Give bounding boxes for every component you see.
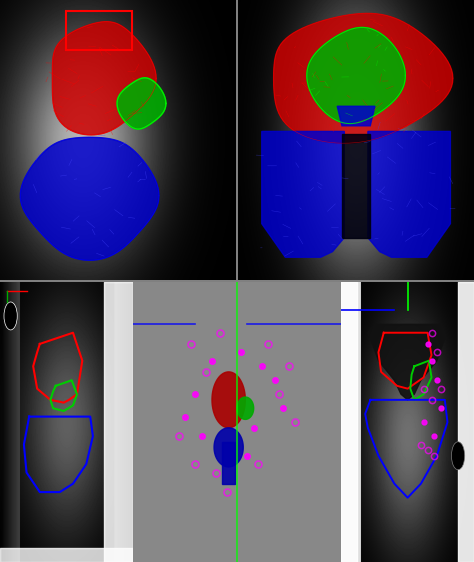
- Polygon shape: [273, 13, 453, 143]
- Circle shape: [4, 302, 17, 330]
- Bar: [66, 11, 132, 51]
- Polygon shape: [368, 132, 450, 257]
- Polygon shape: [342, 134, 370, 238]
- Circle shape: [451, 442, 465, 470]
- Polygon shape: [368, 324, 445, 400]
- Polygon shape: [20, 137, 159, 260]
- Polygon shape: [117, 78, 166, 129]
- Polygon shape: [212, 372, 246, 428]
- Polygon shape: [262, 132, 344, 257]
- Polygon shape: [237, 397, 254, 419]
- Polygon shape: [52, 22, 156, 135]
- Polygon shape: [307, 28, 405, 124]
- Polygon shape: [337, 106, 375, 126]
- Polygon shape: [214, 428, 243, 467]
- Bar: [222, 442, 235, 484]
